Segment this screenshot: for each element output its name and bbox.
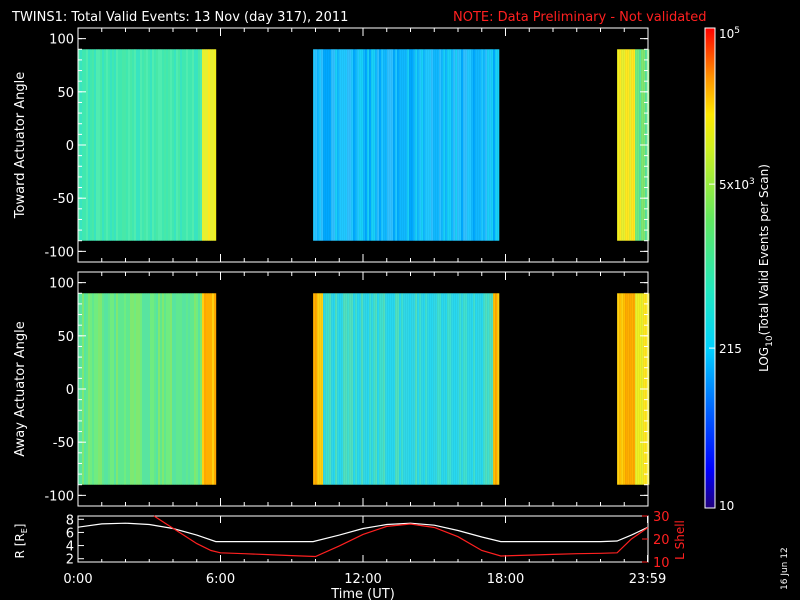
y-tick-label: -100 (44, 489, 74, 504)
colorbar-tick-label: 215 (719, 342, 742, 356)
y-tick-label: -50 (53, 192, 74, 207)
data-block-2 (313, 293, 500, 485)
y-axis-label: Toward Actuator Angle (13, 72, 28, 219)
x-tick-label: 12:00 (344, 572, 381, 587)
preliminary-note: NOTE: Data Preliminary - Not validated (453, 10, 707, 25)
y-tick-label: 50 (57, 330, 74, 345)
y-tick-label: 4 (66, 540, 74, 555)
y-tick-label: 6 (66, 526, 74, 541)
x-tick-label: 6:00 (206, 572, 235, 587)
data-block-1 (78, 49, 217, 241)
l-shell-line (153, 515, 649, 558)
x-tick-label: 0:00 (63, 572, 92, 587)
x-tick-label: 18:00 (487, 572, 524, 587)
date-stamp: 16 Jun 12 (780, 547, 790, 590)
r-distance-line (77, 522, 649, 543)
y-tick-label: 0 (66, 383, 74, 398)
y2-axis-label: L Shell (673, 520, 687, 560)
toward-angle-panel: 100 50 0 -50 -100 Toward Actuator Angle (13, 27, 650, 263)
y2-tick-label: 20 (653, 533, 670, 548)
y-tick-label: 8 (66, 513, 74, 528)
colorbar-tick-label: 10 (719, 499, 734, 513)
y-tick-label: 100 (49, 277, 74, 292)
figure-title: TWINS1: Total Valid Events: 13 Nov (day … (11, 10, 348, 25)
colorbar-ticks: 105 5x103 215 10 (709, 26, 755, 513)
colorbar-tick-label: 5x103 (719, 177, 755, 192)
y-tick-label: 50 (57, 86, 74, 101)
colorbar-tick-label: 105 (719, 26, 740, 41)
y2-tick-label: 30 (653, 510, 670, 525)
colorbar-label: LOG10(Total Valid Events per Scan) (757, 164, 775, 372)
data-block-2 (313, 49, 500, 241)
y-tick-label: 2 (66, 553, 74, 568)
y-axis-label: R [RE] (13, 524, 29, 559)
data-block-1 (78, 293, 217, 485)
colorbar (705, 28, 715, 508)
y-tick-label: -100 (44, 245, 74, 260)
y-axis-label: Away Actuator Angle (13, 321, 28, 456)
y2-tick-label: 10 (653, 556, 670, 571)
x-tick-label: 23:59 (629, 572, 666, 587)
y-tick-label: 100 (49, 33, 74, 48)
away-angle-panel: 100 50 0 -50 -100 Away Actuator Angle (13, 271, 650, 507)
y-tick-label: 0 (66, 139, 74, 154)
y-tick-label: -50 (53, 436, 74, 451)
x-axis-label: Time (UT) (330, 587, 395, 600)
